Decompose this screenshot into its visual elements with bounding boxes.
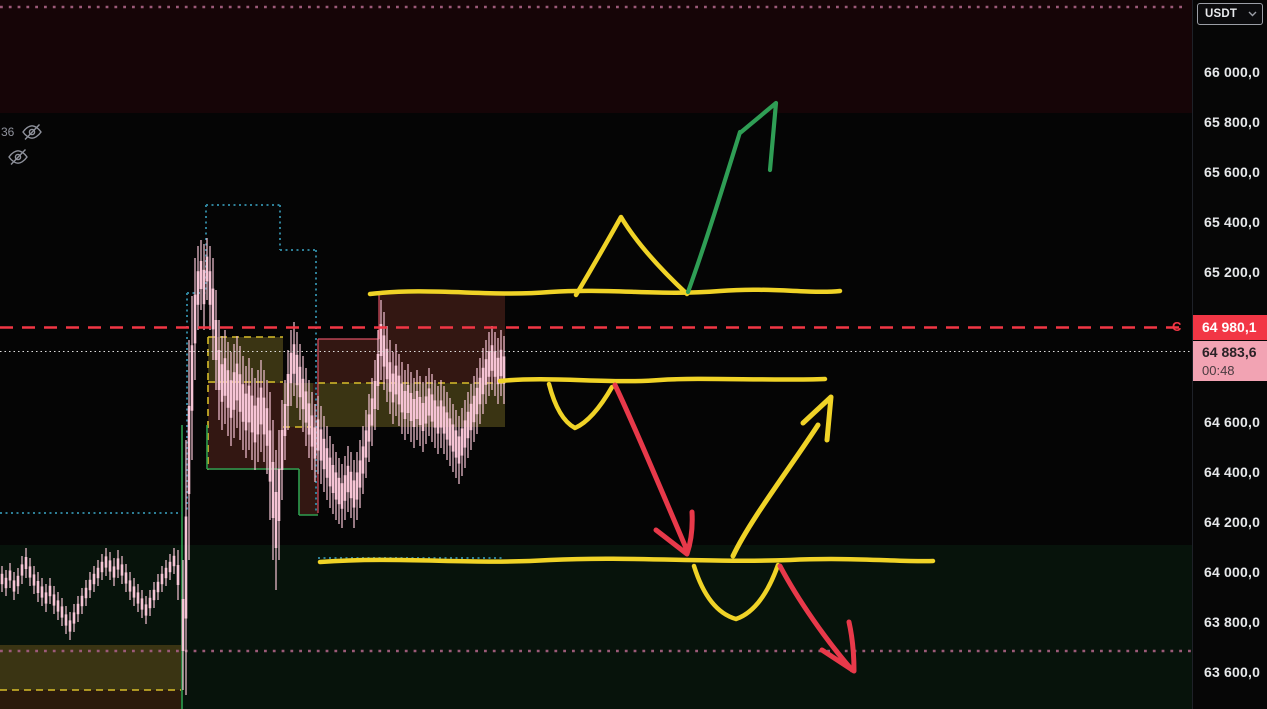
green-up-arrow[interactable]: [685, 100, 779, 295]
maroon-zone-left-step[interactable]: [299, 470, 318, 515]
green-entry-outline: [181, 425, 318, 709]
yellow-up-arrow[interactable]: [730, 394, 834, 559]
axis-tick: 65 800,0: [1204, 114, 1261, 130]
lower-dip-sketch[interactable]: [691, 562, 781, 622]
axis-tick: 66 000,0: [1204, 64, 1261, 80]
upper-session-tint: [0, 0, 1192, 113]
mid-dip-sketch[interactable]: [546, 381, 615, 431]
candlestick-series: [0, 238, 506, 695]
eye-off-icon[interactable]: [7, 146, 29, 168]
currency-label: USDT: [1205, 8, 1238, 20]
red-down-arrow-1[interactable]: [612, 382, 695, 557]
axis-tick: 63 800,0: [1204, 614, 1261, 630]
maroon-zone-right-top[interactable]: [379, 294, 505, 339]
chevron-down-icon: [1248, 11, 1257, 17]
axis-tick: 65 600,0: [1204, 164, 1261, 180]
indicator-title-fragment: 36: [1, 125, 15, 139]
alert-price-value: 64 980,1: [1202, 319, 1257, 335]
upper-level-squiggle[interactable]: [367, 287, 843, 297]
current-price-value: 64 883,6: [1202, 344, 1257, 360]
peak-sketch[interactable]: [573, 214, 690, 298]
axis-tick: 64 200,0: [1204, 514, 1261, 530]
chart-svg[interactable]: [0, 0, 1192, 709]
mid-level-squiggle[interactable]: [497, 376, 828, 384]
olive-zone-bottom-left[interactable]: [0, 645, 181, 690]
chart-canvas[interactable]: 36 C: [0, 0, 1192, 709]
bar-countdown: 00:48: [1202, 363, 1235, 378]
axis-tick: 64 000,0: [1204, 564, 1261, 580]
alert-line-marker: C: [1172, 319, 1182, 334]
indicator-legend: 36: [0, 118, 60, 170]
axis-tick: 65 400,0: [1204, 214, 1261, 230]
alert-price-label[interactable]: 64 980,1: [1193, 315, 1267, 340]
lower-session-tint: [0, 545, 1192, 709]
support-level-squiggle[interactable]: [317, 556, 936, 565]
eye-off-icon[interactable]: [21, 121, 43, 143]
brown-zone-bottom-left[interactable]: [0, 690, 181, 709]
red-down-arrow-2[interactable]: [777, 563, 857, 674]
price-axis[interactable]: 66 000,0 65 800,0 65 600,0 65 400,0 65 200,0…: [1192, 0, 1267, 709]
currency-dropdown[interactable]: USDT: [1197, 3, 1263, 25]
axis-tick: 64 400,0: [1204, 464, 1261, 480]
axis-tick: 63 600,0: [1204, 664, 1261, 680]
axis-tick: 64 600,0: [1204, 414, 1261, 430]
axis-tick: 65 200,0: [1204, 264, 1261, 280]
current-price-label: 64 883,6 00:48: [1193, 341, 1267, 381]
